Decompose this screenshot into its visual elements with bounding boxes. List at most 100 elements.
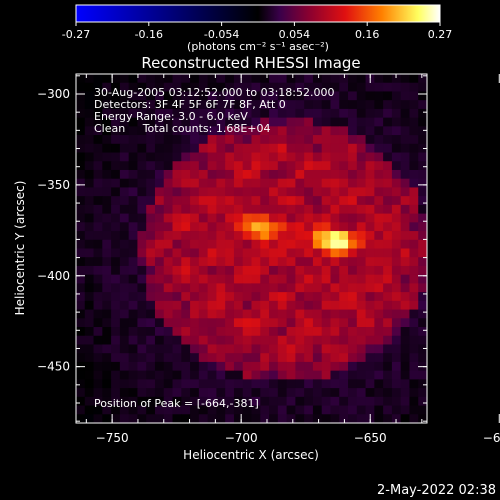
heatmap-cell xyxy=(251,248,261,258)
heatmap-cell xyxy=(269,231,279,241)
heatmap-cell xyxy=(76,143,86,154)
heatmap-cell xyxy=(374,100,384,110)
heatmap-cell xyxy=(286,327,296,337)
heatmap-cell xyxy=(128,283,139,293)
heatmap-cell xyxy=(207,74,217,84)
heatmap-cell xyxy=(348,283,358,293)
heatmap-cell xyxy=(339,239,349,250)
heatmap-cell xyxy=(304,231,314,241)
heatmap-cell xyxy=(418,100,427,110)
heatmap-cell xyxy=(277,405,288,415)
heatmap-cell xyxy=(233,161,244,171)
heatmap-cell xyxy=(93,414,103,423)
x-tick-label: −700 xyxy=(225,431,258,445)
heatmap-cell xyxy=(339,74,349,84)
heatmap-cell xyxy=(251,370,261,380)
heatmap-cell xyxy=(277,143,288,154)
heatmap-cell xyxy=(128,91,139,101)
heatmap-cell xyxy=(348,126,358,136)
heatmap-cell xyxy=(391,161,402,171)
heatmap-cell xyxy=(137,222,147,232)
heatmap-cell xyxy=(339,248,349,258)
heatmap-cell xyxy=(181,178,191,189)
heatmap-cell xyxy=(207,82,217,93)
heatmap-cell xyxy=(128,231,139,241)
heatmap-cell xyxy=(242,108,253,119)
heatmap-cell xyxy=(172,161,182,171)
heatmap-cell xyxy=(409,283,419,293)
heatmap-cell xyxy=(76,213,86,223)
heatmap-cell xyxy=(163,327,174,337)
heatmap-cell xyxy=(111,274,121,284)
heatmap-cell xyxy=(111,231,121,241)
heatmap-cell xyxy=(348,405,358,415)
heatmap-cell xyxy=(365,204,375,215)
heatmap-cell xyxy=(163,74,174,84)
heatmap-cell xyxy=(233,82,244,93)
heatmap-cell xyxy=(286,265,296,276)
heatmap-cell xyxy=(391,100,402,110)
heatmap-cell xyxy=(260,300,270,311)
heatmap-cell xyxy=(119,414,130,423)
heatmap-cell xyxy=(383,265,393,276)
heatmap-cell xyxy=(312,178,323,189)
heatmap-cell xyxy=(348,74,358,84)
heatmap-cell xyxy=(356,318,367,328)
x-tick-label: −600 xyxy=(483,431,500,445)
heatmap-cell xyxy=(277,231,288,241)
heatmap-cell xyxy=(111,353,121,363)
heatmap-cell xyxy=(348,274,358,284)
heatmap-cell xyxy=(374,117,384,127)
y-tick-label: −350 xyxy=(37,178,70,192)
heatmap-cell xyxy=(128,108,139,119)
heatmap-cell xyxy=(163,414,174,423)
heatmap-cell xyxy=(146,100,156,110)
heatmap-cell xyxy=(137,318,147,328)
heatmap-cell xyxy=(84,388,95,398)
heatmap-cell xyxy=(277,248,288,258)
heatmap-cell xyxy=(216,204,226,215)
heatmap-cell xyxy=(102,196,112,206)
heatmap-cell xyxy=(312,239,323,250)
heatmap-cell xyxy=(84,204,95,215)
colorbar-tick-label: -0.054 xyxy=(204,28,239,41)
heatmap-cell xyxy=(216,344,226,354)
heatmap-cell xyxy=(207,213,217,223)
heatmap-cell xyxy=(225,335,235,346)
heatmap-cell xyxy=(190,117,200,127)
colorbar xyxy=(75,4,441,23)
heatmap-cell xyxy=(76,292,86,302)
heatmap-cell xyxy=(374,239,384,250)
heatmap-cell xyxy=(286,335,296,346)
heatmap-cell xyxy=(128,187,139,197)
heatmap-cell xyxy=(321,74,332,84)
heatmap-cell xyxy=(277,414,288,423)
heatmap-cell xyxy=(119,91,130,101)
heatmap-cell xyxy=(225,292,235,302)
heatmap-cell xyxy=(312,361,323,372)
heatmap-cell xyxy=(111,388,121,398)
heatmap-cell xyxy=(304,74,314,84)
heatmap-cell xyxy=(242,231,253,241)
heatmap-cell xyxy=(339,265,349,276)
heatmap-cell xyxy=(172,100,182,110)
heatmap-cell xyxy=(330,370,340,380)
heatmap-cell xyxy=(304,318,314,328)
heatmap-cell xyxy=(225,265,235,276)
heatmap-cell xyxy=(163,274,174,284)
heatmap-cell xyxy=(400,239,411,250)
heatmap-cell xyxy=(233,222,244,232)
heatmap-cell xyxy=(93,344,103,354)
heatmap-cell xyxy=(365,126,375,136)
heatmap-cell xyxy=(400,327,411,337)
heatmap-cell xyxy=(251,318,261,328)
heatmap-cell xyxy=(304,309,314,319)
heatmap-cell xyxy=(321,388,332,398)
heatmap-cell xyxy=(286,213,296,223)
heatmap-cell xyxy=(304,353,314,363)
heatmap-cell xyxy=(304,265,314,276)
heatmap-cell xyxy=(119,108,130,119)
heatmap-cell xyxy=(225,161,235,171)
heatmap-cell xyxy=(304,335,314,346)
heatmap-cell xyxy=(391,196,402,206)
